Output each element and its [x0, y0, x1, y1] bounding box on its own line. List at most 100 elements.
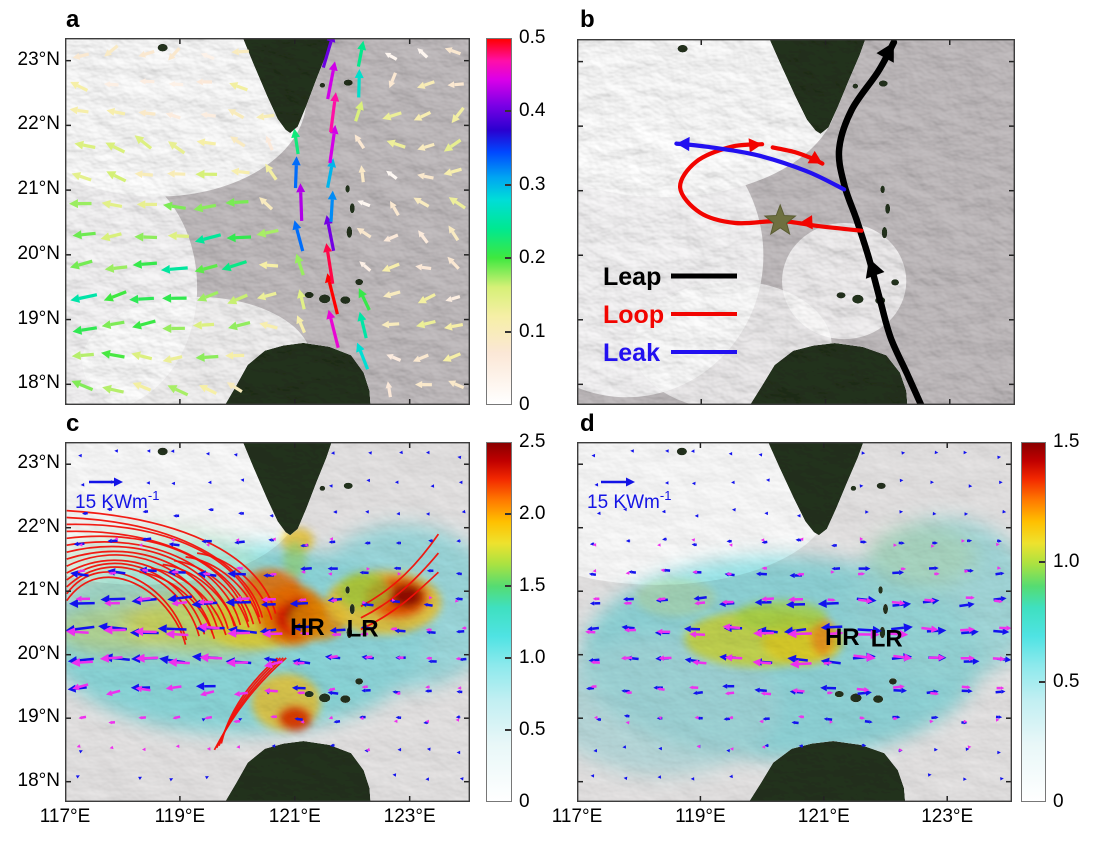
- colorbar-c-tick-mark: [505, 513, 511, 515]
- luzon-landmass: [748, 741, 906, 802]
- colorbar-c-tick-mark: [505, 657, 511, 659]
- island: [304, 291, 314, 299]
- panel-d-map: 15 KWm-1 HR LR: [577, 442, 1012, 802]
- lat-tick-label: 23°N: [17, 48, 60, 70]
- luzon-landmass: [224, 342, 371, 405]
- island: [157, 43, 168, 52]
- island: [346, 626, 353, 639]
- reference-arrow-label: 15 KWm-1: [75, 488, 159, 513]
- island: [880, 185, 885, 194]
- island: [888, 678, 897, 685]
- island: [850, 485, 857, 491]
- island: [891, 279, 900, 286]
- island: [878, 586, 883, 594]
- colorbar-c-tick-label: 1.0: [519, 647, 546, 668]
- lat-tick-label: 18°N: [17, 769, 60, 791]
- panel-border: [65, 442, 470, 802]
- lat-tick-label: 20°N: [17, 642, 60, 664]
- lat-tick-label: 19°N: [17, 307, 60, 329]
- colorbar-a: [486, 38, 512, 405]
- island: [319, 485, 326, 491]
- reference-arrow: 15 KWm-1: [75, 477, 159, 513]
- island: [345, 184, 350, 193]
- colorbar-d-tick-mark: [1039, 681, 1045, 683]
- island: [876, 482, 886, 490]
- island: [157, 447, 168, 456]
- colorbar-a-tick-label: 0: [519, 394, 530, 415]
- island: [882, 603, 889, 615]
- colorbar-d-tick-mark: [1039, 560, 1045, 563]
- land-shapes: [677, 39, 908, 405]
- colorbar-c-tick-label: 1.5: [519, 575, 546, 596]
- leak-arrow: [674, 136, 847, 192]
- colorbar-c-tick-mark: [505, 585, 511, 587]
- kuroshio-leap-path: [835, 39, 925, 405]
- lon-tick-label: 123°E: [383, 806, 436, 827]
- island: [355, 278, 364, 286]
- colorbar-a-tick-mark: [505, 257, 511, 260]
- colorbar-c: [486, 442, 512, 802]
- colorbar-d-tick-label: 1.0: [1053, 550, 1080, 572]
- lat-tick-label: 23°N: [17, 452, 60, 474]
- panel-border: [65, 38, 470, 405]
- island: [850, 693, 862, 703]
- island: [340, 695, 351, 703]
- colorbar-d-tick-label: 1.5: [1053, 431, 1080, 452]
- colorbar-d-tick-label: 0: [1053, 791, 1064, 812]
- island: [878, 80, 888, 87]
- reference-arrow: 15 KWm-1: [587, 477, 671, 513]
- lat-tick-label: 21°N: [17, 579, 60, 601]
- generation-star: [763, 203, 797, 236]
- lon-tick-label: 121°E: [797, 806, 850, 827]
- current-quiver-field: [69, 38, 466, 398]
- lon-tick-label: 123°E: [921, 806, 974, 827]
- ridge-label-lr: LR: [871, 625, 903, 652]
- island: [881, 226, 888, 239]
- legend: Leap Loop Leak: [603, 263, 737, 367]
- panel-label-a: a: [66, 6, 80, 33]
- reference-arrow-label: 15 KWm-1: [587, 488, 671, 513]
- lon-tick-label: 117°E: [39, 806, 91, 827]
- luzon-landmass: [224, 741, 371, 802]
- lat-tick-label: 20°N: [17, 242, 60, 264]
- lat-tick-label: 19°N: [17, 706, 60, 728]
- ridge-label-hr: HR: [290, 614, 325, 641]
- ridge-label-lr: LR: [347, 615, 379, 642]
- panel-label-c: c: [66, 410, 80, 437]
- lat-tick-label: 21°N: [17, 178, 60, 200]
- colorbar-c-tick-label: 0: [519, 791, 530, 812]
- lon-tick-label: 119°E: [154, 806, 206, 827]
- island: [834, 690, 844, 698]
- colorbar-a-tick-label: 0.4: [519, 100, 546, 122]
- colorbar-a-tick-label: 0.2: [519, 247, 546, 269]
- island: [872, 695, 884, 703]
- colorbar-c-tick-mark: [505, 729, 511, 731]
- panel-border: [577, 39, 1015, 405]
- colorbar-a-tick-label: 0.3: [519, 173, 546, 195]
- lat-tick-label: 22°N: [17, 515, 60, 537]
- island: [879, 626, 886, 639]
- island: [318, 693, 331, 703]
- land-shapes: [157, 442, 371, 802]
- island: [852, 83, 859, 89]
- luzon-landmass: [749, 343, 908, 405]
- island: [346, 226, 353, 238]
- colorbar-a-tick-label: 0.5: [519, 27, 546, 48]
- panel-border: [577, 442, 1012, 802]
- island: [349, 203, 355, 214]
- colorbar-a-tick-mark: [505, 183, 511, 186]
- legend-label-loop: Loop: [603, 301, 664, 329]
- taiwan-landmass: [242, 38, 332, 134]
- lon-tick-label: 121°E: [268, 806, 321, 827]
- colorbar-c-tick-label: 2.0: [519, 503, 546, 524]
- island: [304, 690, 314, 698]
- colorbar-c-tick-label: 0.5: [519, 719, 546, 740]
- taiwan-landmass: [768, 442, 864, 536]
- lon-tick-label: 119°E: [675, 806, 726, 827]
- island: [885, 203, 891, 214]
- land-shapes: [676, 442, 906, 802]
- panel-b-map: Leap Loop Leak: [577, 39, 1015, 405]
- island: [345, 586, 350, 594]
- land-shapes: [157, 38, 371, 405]
